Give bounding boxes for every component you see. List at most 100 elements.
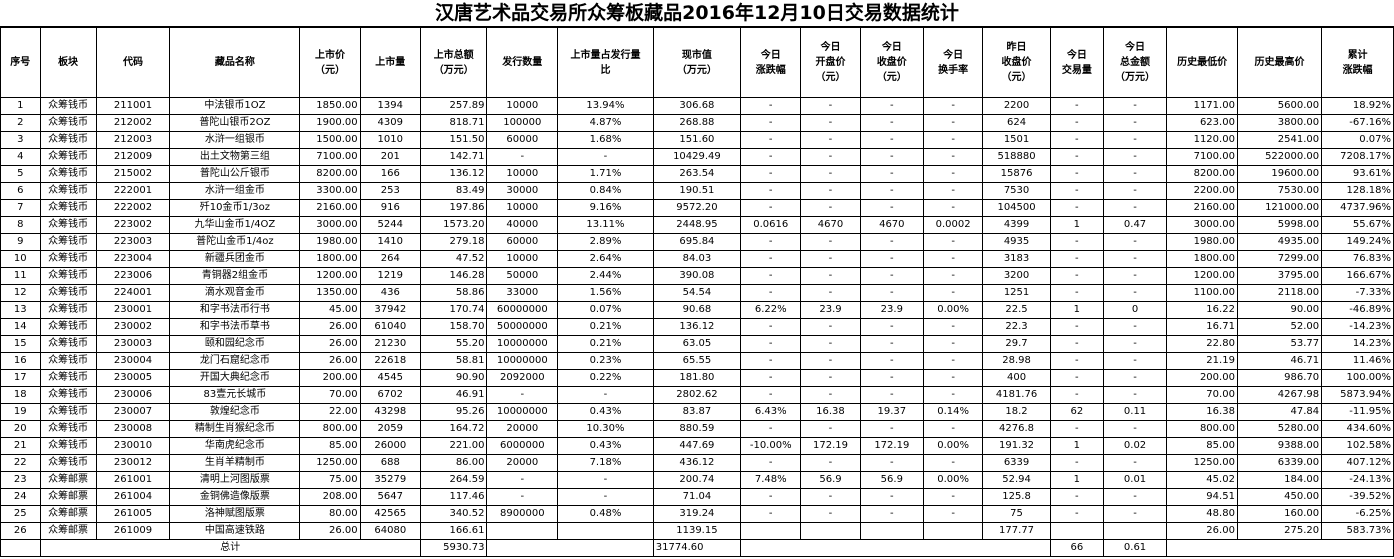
sheet-title: 汉唐艺术品交易所众筹板藏品2016年12月10日交易数据统计: [0, 0, 1394, 27]
column-header-line: 上市量: [375, 57, 406, 68]
table-cell: 151.60: [652, 131, 742, 149]
table-cell: 2118.00: [1236, 284, 1323, 302]
table-cell: 29.7: [982, 335, 1051, 353]
table-cell: -: [923, 148, 984, 166]
table-cell: 普陀山金币1/4oz: [169, 233, 301, 251]
table-cell: [800, 522, 861, 540]
table-cell: 4181.76: [982, 386, 1051, 404]
table-row: 20 众筹钱币 230008 精制生肖猴纪念币 800.00 2059 164.72 2000…: [0, 420, 1394, 438]
table-cell: 众筹钱币: [39, 420, 97, 438]
table-cell: 出土文物第三组: [169, 148, 301, 166]
table-cell: -: [740, 250, 802, 268]
table-cell: -: [859, 505, 925, 523]
table-cell: 275.20: [1236, 522, 1323, 540]
table-cell: -: [740, 454, 802, 472]
column-header-line: 累计: [1347, 49, 1368, 61]
table-cell: 13.94%: [557, 97, 654, 115]
total-market-amount: 5930.73: [419, 539, 488, 557]
table-cell: 龙门石窟纪念币: [169, 352, 301, 370]
table-cell: 2802.62: [652, 386, 742, 404]
table-cell: 5: [0, 165, 41, 183]
table-cell: 0.14%: [923, 403, 984, 421]
table-cell: 0.23%: [557, 352, 654, 370]
table-cell: 75.00: [299, 471, 361, 489]
column-header-line: 藏品名称: [214, 57, 255, 68]
table-cell: 518880: [982, 148, 1051, 166]
table-cell: 268.88: [652, 114, 742, 132]
table-cell: -: [1049, 420, 1104, 438]
table-row: 14 众筹钱币 230002 和字书法币草书 26.00 61040 158.70 50000…: [0, 318, 1394, 336]
table-cell: 1410: [359, 233, 421, 251]
table-cell: 230007: [95, 403, 171, 421]
table-cell: 7299.00: [1236, 250, 1323, 268]
table-cell: 261005: [95, 505, 171, 523]
table-cell: -: [859, 352, 925, 370]
table-cell: -: [800, 318, 861, 336]
table-cell: 136.12: [419, 165, 488, 183]
table-cell: 624: [982, 114, 1051, 132]
table-row: 24 众筹邮票 261004 金铜佛造像版票 208.00 5647 117.46- -71.…: [0, 488, 1394, 506]
table-cell: -: [859, 97, 925, 115]
table-cell: 4399: [982, 216, 1051, 234]
table-cell: 16: [0, 352, 41, 370]
table-cell: -: [800, 97, 861, 115]
table-cell: -: [923, 352, 984, 370]
table-cell: 2160.00: [299, 199, 361, 217]
table-cell: 6000000: [486, 437, 559, 455]
table-cell: 172.19: [859, 437, 925, 455]
table-cell: 62: [1049, 403, 1104, 421]
table-cell: 71.04: [652, 488, 742, 506]
table-cell: 50000: [486, 267, 559, 285]
table-cell: -: [859, 335, 925, 353]
table-cell: 434.60%: [1321, 420, 1394, 438]
table-cell: 1: [1049, 471, 1104, 489]
table-cell: 众筹钱币: [39, 148, 97, 166]
table-cell: 16.38: [800, 403, 861, 421]
data-table: 序号 板块 代码 藏品名称 上市价 （元） 上市量 上市总额 （万元） 发行数量 上市量占发行量比现…: [0, 27, 1394, 557]
table-cell: 33000: [486, 284, 559, 302]
table-cell: 166: [359, 165, 421, 183]
table-cell: 9: [0, 233, 41, 251]
table-cell: 37942: [359, 301, 421, 319]
table-cell: 253: [359, 182, 421, 200]
table-cell: 20000: [486, 454, 559, 472]
column-header: 今日 收盘价 （元）: [859, 27, 925, 98]
table-cell: 85.00: [299, 437, 361, 455]
table-cell: 5600.00: [1236, 97, 1323, 115]
table-cell: 688: [359, 454, 421, 472]
table-cell: 407.12%: [1321, 454, 1394, 472]
table-cell: -: [923, 182, 984, 200]
column-header: 上市价 （元）: [299, 27, 361, 98]
table-cell: 0.0616: [740, 216, 802, 234]
table-cell: 众筹钱币: [39, 182, 97, 200]
table-cell: -: [800, 250, 861, 268]
table-cell: 42565: [359, 505, 421, 523]
table-cell: -: [1049, 505, 1104, 523]
table-cell: 0.21%: [557, 318, 654, 336]
table-cell: 0.07%: [557, 301, 654, 319]
table-row: 22 众筹钱币 230012 生肖羊精制币 1250.00 688 86.00 20000 7.…: [0, 454, 1394, 472]
table-cell: 70.00: [1166, 386, 1238, 404]
total-label: 总计: [39, 539, 421, 557]
table-cell: 177.77: [982, 522, 1051, 540]
table-cell: -: [1102, 335, 1168, 353]
table-cell: 众筹钱币: [39, 216, 97, 234]
table-cell: -: [800, 454, 861, 472]
table-cell: 1: [1049, 216, 1104, 234]
column-header-line: 今日: [1066, 49, 1087, 61]
table-cell: 390.08: [652, 267, 742, 285]
table-cell: -: [859, 454, 925, 472]
column-header-line: 上市总额: [433, 49, 474, 61]
table-cell: 3183: [982, 250, 1051, 268]
table-cell: 1.56%: [557, 284, 654, 302]
table-cell: 众筹邮票: [39, 522, 97, 540]
table-cell: -: [923, 250, 984, 268]
table-cell: 26.00: [299, 522, 361, 540]
table-cell: 142.71: [419, 148, 488, 166]
table-cell: -: [1049, 114, 1104, 132]
table-cell: 1120.00: [1166, 131, 1238, 149]
table-cell: -: [800, 386, 861, 404]
table-cell: -7.33%: [1321, 284, 1394, 302]
table-cell: 60000000: [486, 301, 559, 319]
table-cell: 84.03: [652, 250, 742, 268]
